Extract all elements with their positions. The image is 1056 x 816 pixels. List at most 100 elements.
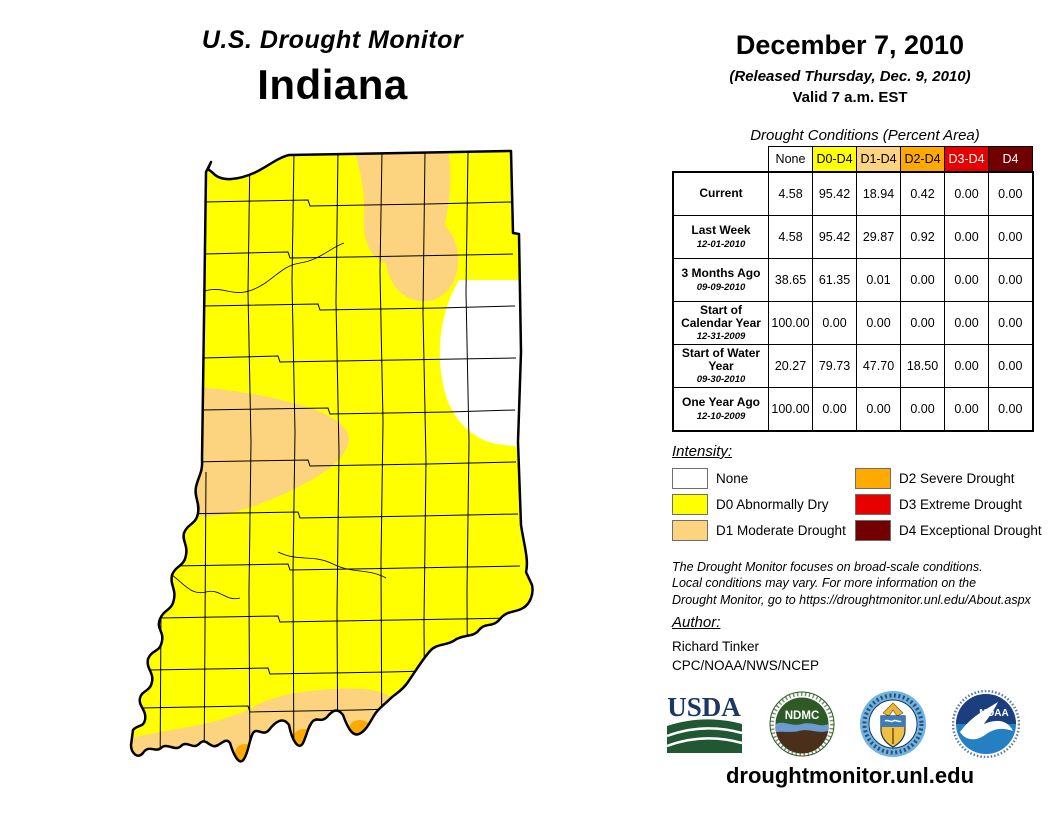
author-name: Richard Tinker bbox=[672, 639, 760, 654]
legend-swatch-d4 bbox=[855, 519, 891, 541]
cell-value: 0.00 bbox=[812, 387, 857, 432]
cell-value: 0.00 bbox=[988, 301, 1034, 345]
cell-value: 20.27 bbox=[768, 344, 813, 388]
river-lines bbox=[167, 242, 387, 600]
report-title-block: U.S. Drought Monitor Indiana bbox=[110, 26, 555, 109]
cell-value: 79.73 bbox=[812, 344, 857, 388]
row-label: Current bbox=[699, 186, 743, 201]
cell-value: 38.65 bbox=[768, 258, 813, 302]
cell-value: 0.00 bbox=[944, 387, 989, 432]
legend-item-none: None bbox=[672, 467, 846, 489]
cell-value: 0.00 bbox=[988, 258, 1034, 302]
legend-item-d0: D0 Abnormally Dry bbox=[672, 493, 846, 515]
table-row-one-year-ago: One Year Ago 12-10-2009 100.00 0.00 0.00… bbox=[672, 387, 1034, 432]
col-header-d0-d4: D0-D4 bbox=[812, 146, 857, 173]
d1-region-north bbox=[355, 151, 459, 302]
cell-value: 18.94 bbox=[856, 171, 901, 216]
cell-value: 0.00 bbox=[944, 171, 989, 216]
commerce-seal-logo bbox=[860, 691, 927, 757]
table-row-start-calendar-year: Start of Calendar Year 12-31-2009 100.00… bbox=[672, 301, 1034, 345]
legend-swatch-d0 bbox=[672, 493, 708, 515]
report-title: U.S. Drought Monitor bbox=[201, 26, 464, 54]
date-block: December 7, 2010 (Released Thursday, Dec… bbox=[672, 30, 1028, 106]
table-row-last-week: Last Week 12-01-2010 4.58 95.42 29.87 0.… bbox=[672, 215, 1034, 259]
cell-value: 0.92 bbox=[900, 215, 945, 259]
svg-text:NOAA: NOAA bbox=[979, 708, 1008, 719]
valid-time: Valid 7 a.m. EST bbox=[792, 89, 908, 106]
cell-value: 0.00 bbox=[944, 301, 989, 345]
cell-value: 47.70 bbox=[856, 344, 901, 388]
svg-text:NDMC: NDMC bbox=[784, 710, 819, 722]
cell-value: 0.00 bbox=[944, 344, 989, 388]
state-name: Indiana bbox=[257, 61, 408, 108]
disclaimer-text: The Drought Monitor focuses on broad-sca… bbox=[672, 560, 1031, 607]
row-label: Start of Calendar Year bbox=[681, 302, 761, 330]
legend-item-d3: D3 Extreme Drought bbox=[855, 493, 1042, 515]
table-corner bbox=[673, 147, 769, 173]
author-heading: Author: bbox=[672, 614, 721, 631]
cell-value: 0.01 bbox=[856, 258, 901, 302]
cell-value: 95.42 bbox=[812, 215, 857, 259]
cell-value: 0.00 bbox=[900, 387, 945, 432]
author-block: Author: Richard Tinker CPC/NOAA/NWS/NCEP bbox=[672, 614, 819, 673]
col-header-none: None bbox=[768, 146, 813, 173]
row-label: 3 Months Ago bbox=[681, 266, 761, 281]
intensity-legend: Intensity: None D0 Abnormally Dry D1 Mod… bbox=[672, 443, 1052, 541]
legend-item-d2: D2 Severe Drought bbox=[855, 467, 1042, 489]
usda-logo: USDA bbox=[666, 692, 743, 753]
cell-value: 95.42 bbox=[812, 171, 857, 216]
indiana-map-svg bbox=[129, 149, 534, 763]
row-label: Start of Water Year bbox=[681, 345, 761, 373]
none-region-east bbox=[439, 280, 523, 447]
table-row-start-water-year: Start of Water Year 09-30-2010 20.27 79.… bbox=[672, 344, 1034, 388]
row-date: 12-10-2009 bbox=[696, 410, 746, 422]
row-date: 12-01-2010 bbox=[696, 238, 746, 250]
cell-value: 18.50 bbox=[900, 344, 945, 388]
row-label: Last Week bbox=[691, 223, 751, 238]
indiana-drought-map bbox=[128, 142, 668, 782]
table-row-3-months-ago: 3 Months Ago 09-09-2010 38.65 61.35 0.01… bbox=[672, 258, 1034, 302]
cell-value: 0.00 bbox=[856, 301, 901, 345]
col-header-d4: D4 bbox=[988, 146, 1033, 173]
drought-conditions-table: None D0-D4 D1-D4 D2-D4 D3-D4 D4 Current … bbox=[672, 146, 1034, 432]
cell-value: 100.00 bbox=[768, 387, 813, 432]
agency-logos: USDA NDMC NOAA bbox=[664, 690, 1020, 758]
legend-swatch-d2 bbox=[855, 467, 891, 489]
report-date: December 7, 2010 bbox=[735, 30, 965, 60]
legend-item-d4: D4 Exceptional Drought bbox=[855, 519, 1042, 541]
row-date: 09-30-2010 bbox=[696, 374, 746, 386]
cell-value: 61.35 bbox=[812, 258, 857, 302]
col-header-d1-d4: D1-D4 bbox=[856, 146, 901, 173]
col-header-d2-d4: D2-D4 bbox=[900, 146, 945, 173]
cell-value: 0.00 bbox=[988, 215, 1034, 259]
cell-value: 0.00 bbox=[812, 301, 857, 345]
row-date: 09-09-2010 bbox=[696, 281, 746, 293]
table-row-current: Current 4.58 95.42 18.94 0.42 0.00 0.00 bbox=[672, 171, 1034, 216]
cell-value: 0.00 bbox=[988, 344, 1034, 388]
cell-value: 0.00 bbox=[856, 387, 901, 432]
legend-item-d1: D1 Moderate Drought bbox=[672, 519, 846, 541]
table-heading: Drought Conditions (Percent Area) bbox=[750, 127, 980, 144]
cell-value: 0.42 bbox=[900, 171, 945, 216]
legend-swatch-d1 bbox=[672, 519, 708, 541]
released-date: (Released Thursday, Dec. 9, 2010) bbox=[729, 68, 971, 85]
noaa-logo: NOAA bbox=[951, 690, 1020, 758]
cell-value: 0.00 bbox=[944, 258, 989, 302]
author-org: CPC/NOAA/NWS/NCEP bbox=[672, 658, 820, 673]
cell-value: 0.00 bbox=[900, 258, 945, 302]
state-outline bbox=[129, 149, 534, 763]
cell-value: 29.87 bbox=[856, 215, 901, 259]
legend-heading: Intensity: bbox=[672, 443, 733, 460]
svg-text:USDA: USDA bbox=[667, 692, 741, 722]
d1-region-west-central bbox=[168, 386, 349, 518]
legend-swatch-d3 bbox=[855, 493, 891, 515]
row-label: One Year Ago bbox=[681, 395, 761, 410]
cell-value: 0.00 bbox=[900, 301, 945, 345]
legend-swatch-none bbox=[672, 467, 708, 489]
cell-value: 0.00 bbox=[944, 215, 989, 259]
cell-value: 100.00 bbox=[768, 301, 813, 345]
cell-value: 4.58 bbox=[768, 171, 813, 216]
row-date: 12-31-2009 bbox=[696, 331, 746, 343]
cell-value: 0.00 bbox=[988, 387, 1034, 432]
